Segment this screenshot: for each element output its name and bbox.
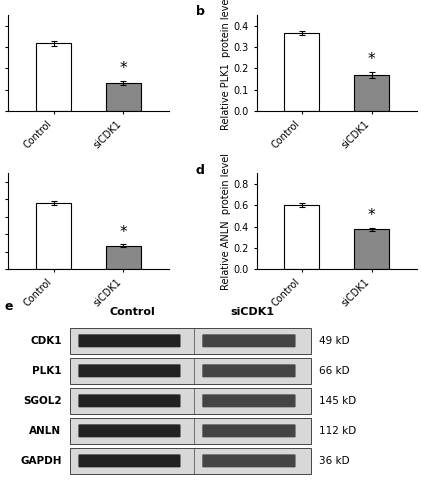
FancyBboxPatch shape [78,394,181,407]
Text: siCDK1: siCDK1 [230,306,274,316]
Bar [106,246,141,269]
FancyBboxPatch shape [78,454,181,468]
Text: *: * [368,52,376,67]
Bar [70,388,311,414]
FancyBboxPatch shape [78,424,181,438]
FancyBboxPatch shape [203,334,296,347]
Text: Control: Control [109,306,155,316]
Text: 36 kD: 36 kD [319,456,349,466]
Y-axis label: Relative PLK1  protein level: Relative PLK1 protein level [221,0,231,130]
Bar [70,358,311,384]
Text: *: * [120,224,127,240]
Text: *: * [120,61,127,76]
Text: b: b [196,6,205,18]
Bar [70,328,311,354]
Bar [36,43,71,111]
Text: PLK1: PLK1 [32,366,61,376]
FancyBboxPatch shape [203,454,296,468]
Bar [354,229,389,269]
Text: CDK1: CDK1 [30,336,61,346]
Bar [285,33,319,111]
FancyBboxPatch shape [203,424,296,438]
Bar [106,82,141,111]
Text: e: e [4,300,13,313]
Text: 145 kD: 145 kD [319,396,356,406]
FancyBboxPatch shape [78,364,181,378]
FancyBboxPatch shape [78,334,181,347]
Text: SGOL2: SGOL2 [23,396,61,406]
Bar [70,448,311,474]
Bar [70,418,311,444]
Text: 112 kD: 112 kD [319,426,356,436]
Text: 49 kD: 49 kD [319,336,349,346]
Text: GAPDH: GAPDH [20,456,61,466]
Text: d: d [196,164,205,176]
Text: ANLN: ANLN [29,426,61,436]
Bar [354,75,389,111]
FancyBboxPatch shape [203,394,296,407]
Y-axis label: Relative ANLN  protein level: Relative ANLN protein level [221,152,231,290]
Bar [36,203,71,269]
Text: *: * [368,208,376,223]
FancyBboxPatch shape [203,364,296,378]
Text: 66 kD: 66 kD [319,366,349,376]
Bar [285,204,319,269]
